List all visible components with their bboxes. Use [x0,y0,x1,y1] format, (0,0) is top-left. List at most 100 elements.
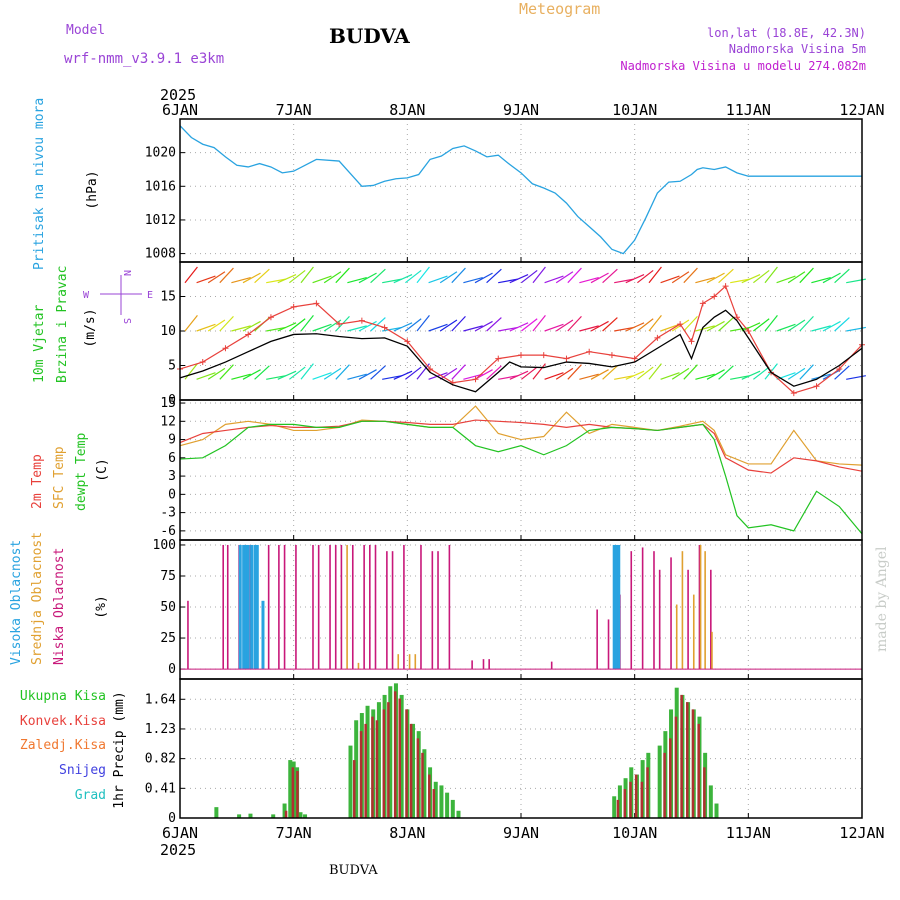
y-tick-label: 5 [168,359,176,374]
cloud-bar-niska [488,659,490,670]
wind-direction-arrow [521,366,538,380]
wind-side-label-2: Brzina i Pravac [55,266,70,383]
wind-direction-arrow [289,269,306,284]
cloud-bar-niska [471,660,473,670]
cloud-bar-visoka [246,544,250,670]
cloud-bar-srednja [675,604,678,670]
wind-direction-arrow [614,278,634,284]
precip-bar [697,723,700,818]
wind-direction-arrow [184,363,198,380]
wind-direction-arrow [741,273,761,284]
y-tick-label: 25 [160,631,176,646]
wind-direction-arrow [382,278,402,284]
precip-ylabel: 1hr Precip (mm) [112,691,127,808]
wind-direction-arrow [439,271,458,284]
wind-direction-arrow [509,273,529,284]
precip-bar [248,813,253,818]
wind-direction-arrow [648,363,662,380]
wind-direction-arrow [567,315,582,332]
precip-bar [657,745,662,818]
legend-total: Ukupna Kisa [20,689,106,704]
wind-direction-arrow [544,323,564,332]
footer-location: BUDVA [329,863,378,878]
wind-direction-arrow [846,278,866,284]
precip-bar [364,723,367,818]
wind-direction-arrow [312,275,332,284]
wind-direction-arrow [428,275,448,284]
wind-direction-arrow [811,325,831,332]
wind-direction-arrow [660,275,680,284]
wind-direction-arrow [764,266,778,284]
wind-direction-arrow [695,325,715,332]
temp-dewpt-label: dewpt Temp [74,433,89,511]
wind-direction-arrow [242,369,261,380]
wind-gust-marker [654,334,661,341]
y-tick-label: 10 [160,324,176,339]
precip-bar [629,781,632,818]
wind-gust-marker [586,348,593,355]
wind-direction-arrow [196,323,216,332]
precip-bar [284,810,288,818]
precip-bar [411,723,416,818]
legend-freezing: Zaledj.Kisa [20,738,106,753]
x-tick-label-top: 6JAN [162,101,198,119]
wind-direction-arrow [439,319,458,332]
precip-bar [387,702,390,818]
wind-direction-arrow [787,271,806,284]
wind-direction-arrow [358,369,377,380]
wind-direction-arrow [254,365,270,380]
wind-direction-arrow [799,267,814,284]
wind-compass: W E N S [83,270,153,324]
precip-bar [359,731,363,818]
cloud-bar-srednja [346,544,348,670]
y-tick-label: 0 [168,662,176,677]
wind-direction-arrow [846,375,866,380]
cloud-bar-niska [369,544,371,670]
wind-direction-arrow [521,318,538,332]
y-tick-label: 9 [168,433,176,448]
cloud-bar-visoka [244,544,248,670]
cloud-bar-niska [340,544,343,670]
wind-direction-arrow [764,314,778,332]
wind-direction-arrow [370,365,386,380]
cloud-bar-niska [187,600,189,670]
wind-direction-arrow [648,266,662,284]
y-tick-label: 3 [168,469,176,484]
wind-direction-arrow [532,266,546,284]
wind-gust-marker [722,283,729,290]
temp-2m-label: 2m Temp [30,454,45,509]
cloud-bar-srednja [681,551,684,670]
precip-bar [433,781,438,818]
cloud-bar-srednja [357,662,360,670]
wind-direction-arrow [486,317,502,332]
wind-direction-arrow [637,269,654,284]
wind-gust-marker [518,352,524,359]
wind-direction-arrow [787,319,806,332]
precip-bar [616,799,620,818]
watermark: made by Angel [874,546,890,652]
precip-bar [237,814,242,818]
model-name: wrf-nmm_v3.9.1 e3km [64,51,224,67]
wind-direction-arrow [382,326,402,332]
temp-2m-line [179,419,863,474]
precip-bar [634,774,638,818]
wind-gust-marker [404,338,411,345]
y-tick-label: -6 [160,524,176,539]
cloud-bar-niska [329,544,331,670]
wind-direction-arrow [730,375,750,380]
precip-bar [617,785,622,818]
pressure-side-label: Pritisak na nivou mora [32,98,47,270]
cloud-bar-visoka [612,544,616,670]
wind-direction-arrow [289,318,306,332]
wind-direction-arrow [741,370,761,380]
model-altitude: Nadmorska Visina u modelu 274.082m [620,59,866,73]
altitude: Nadmorska Visina 5m [729,42,866,56]
wind-direction-arrow [834,268,850,284]
wind-direction-arrow [567,267,582,284]
cloud-bar-visoka [255,544,259,670]
cloud-bar-niska [374,544,377,670]
precip-bar [303,814,308,818]
cloud-bar-niska [596,609,598,670]
compass-n: N [121,270,132,276]
wind-direction-arrow [822,272,841,284]
